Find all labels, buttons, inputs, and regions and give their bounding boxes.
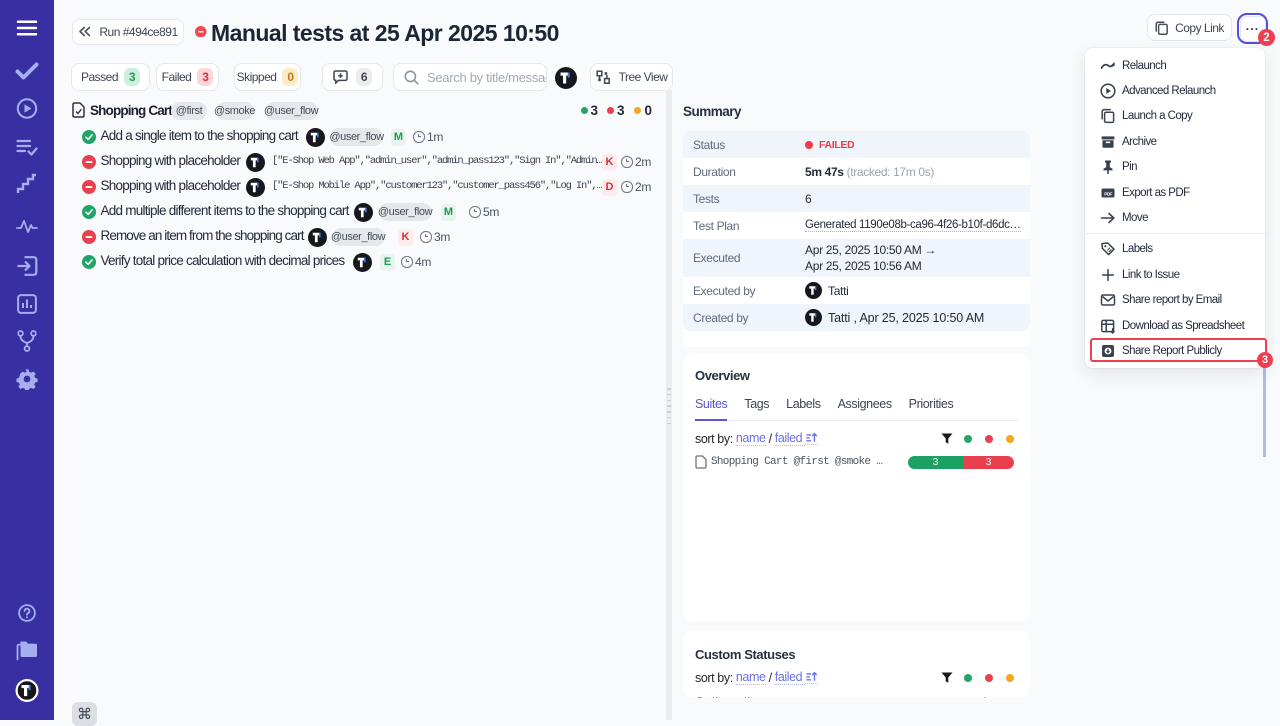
svg-text:PDF: PDF <box>1104 191 1112 196</box>
